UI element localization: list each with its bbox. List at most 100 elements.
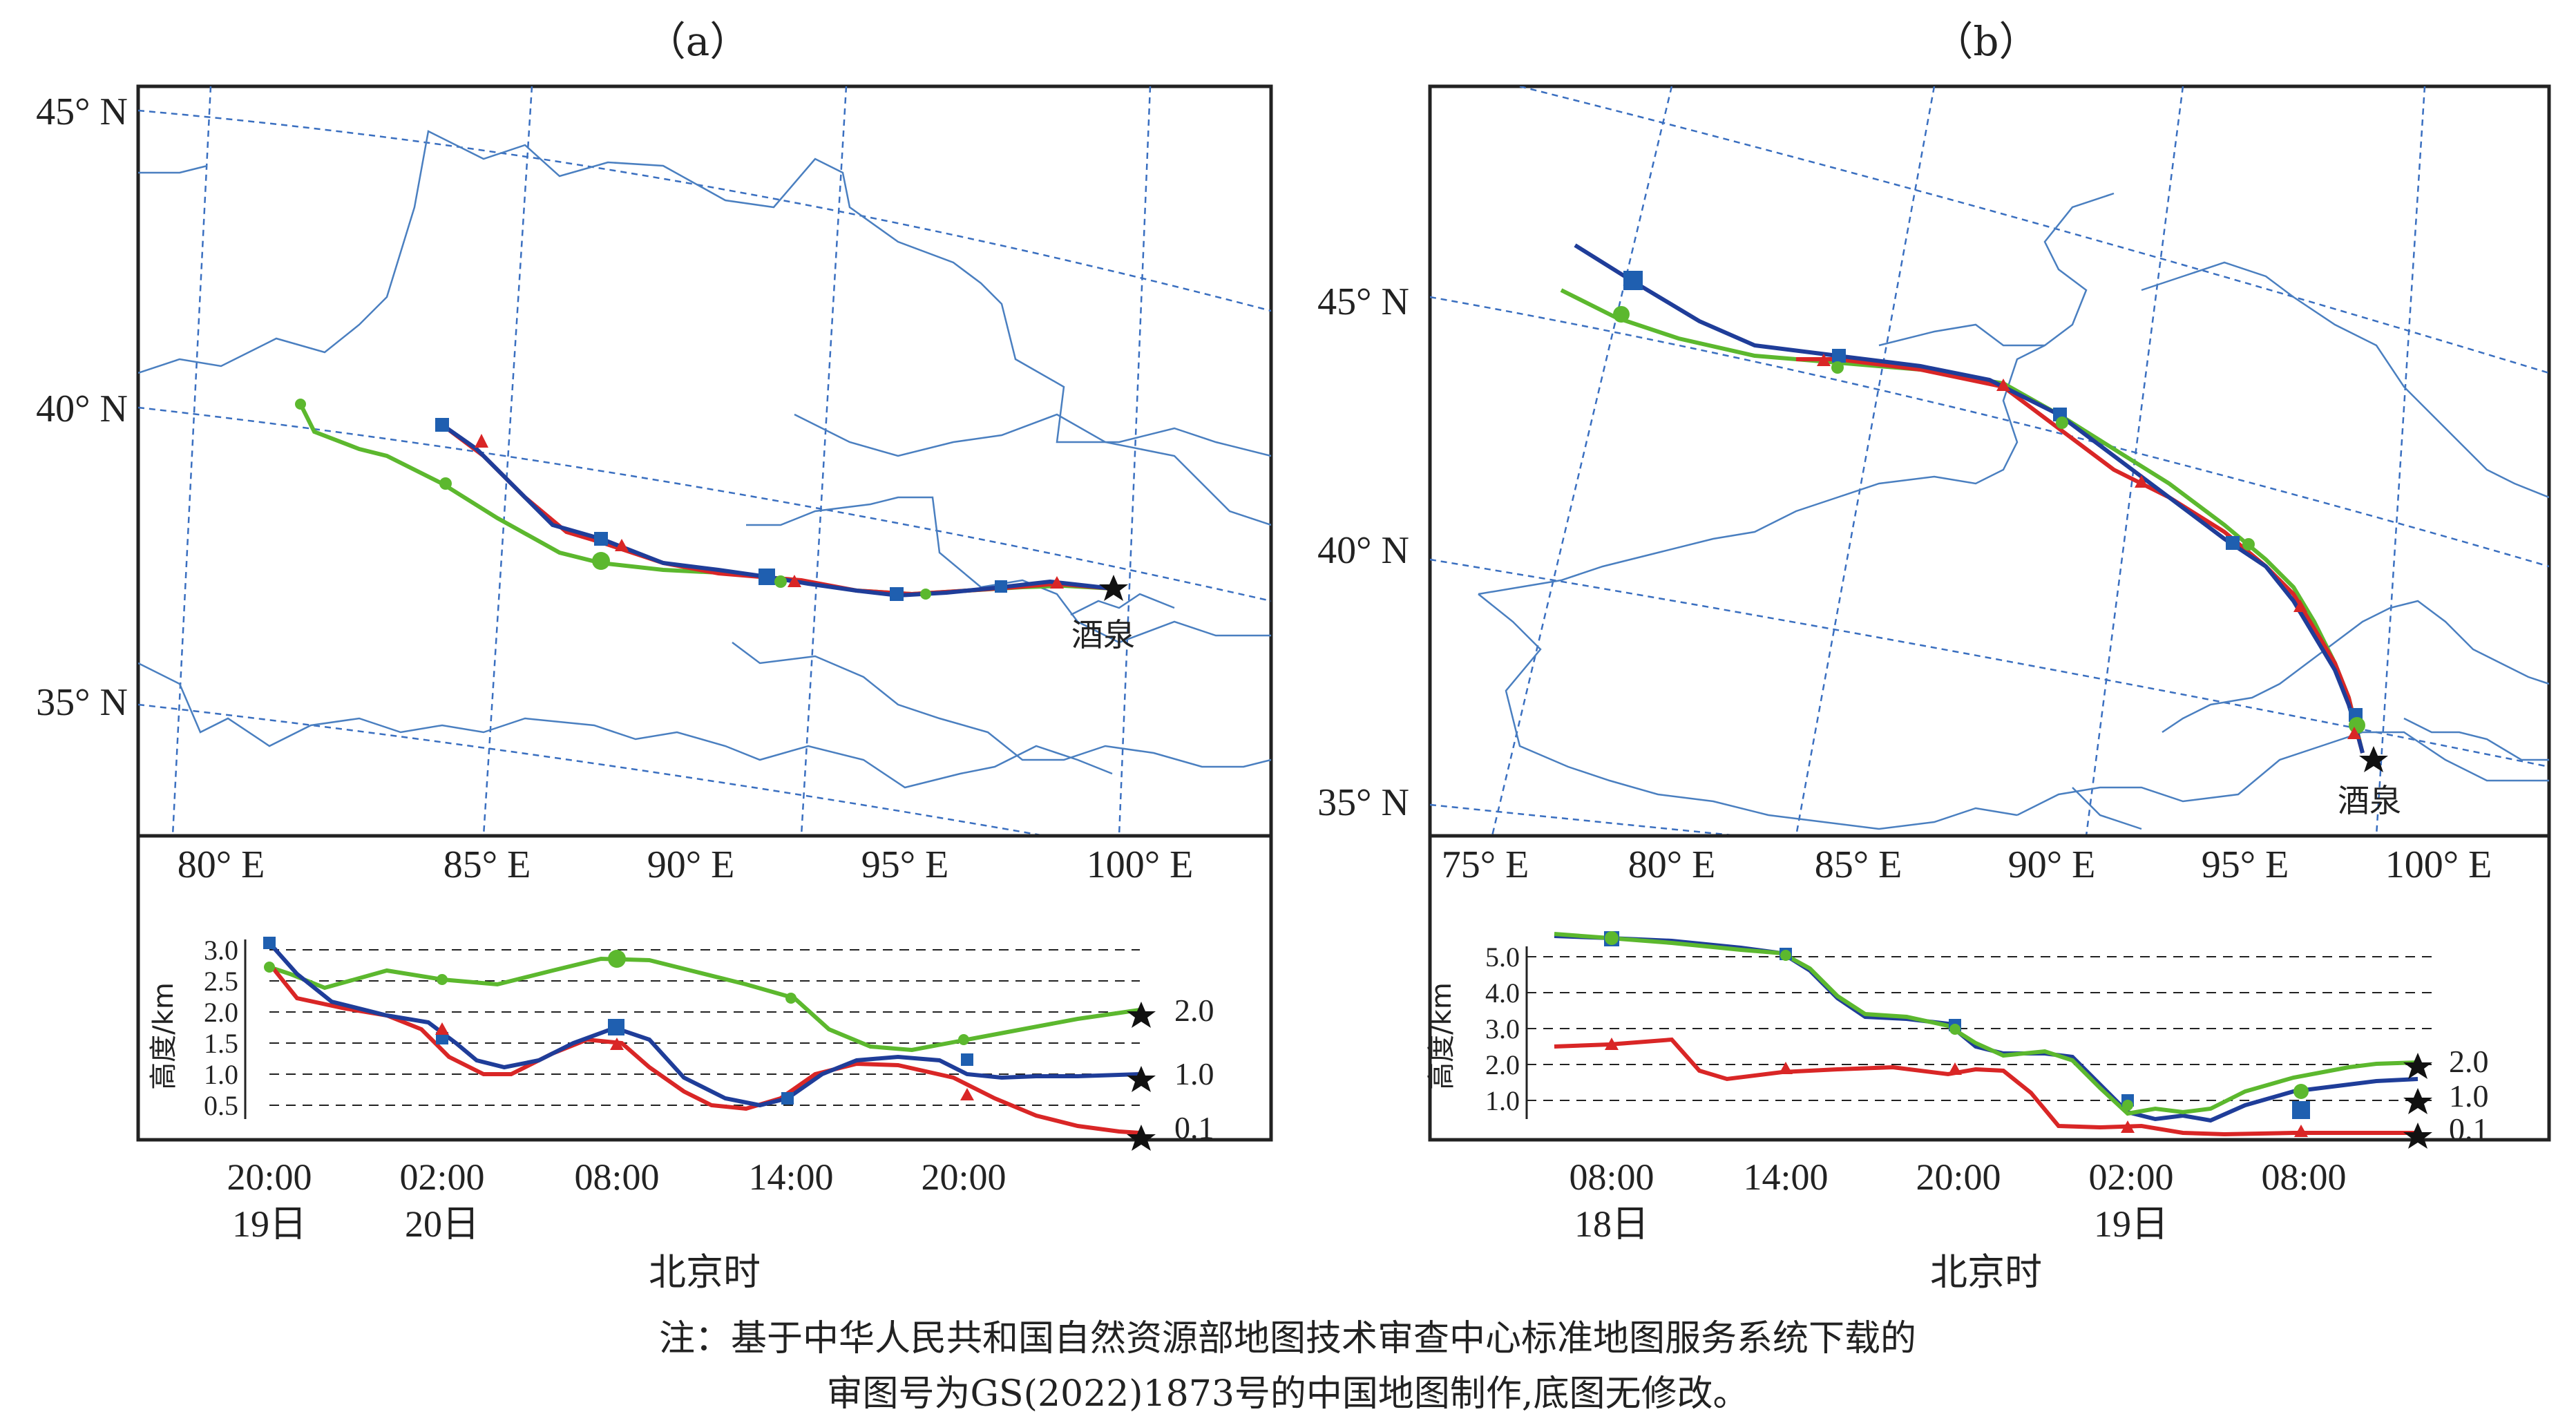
border-line <box>794 413 1271 526</box>
jiuquan-star-icon <box>2359 746 2388 772</box>
marker-triangle <box>1948 1062 1962 1075</box>
border-line <box>2403 717 2549 761</box>
height-curve-1000m <box>267 942 1141 1108</box>
marker-triangle <box>2121 1120 2135 1133</box>
panel-a-time: 08:00 <box>574 1156 659 1198</box>
marker-square <box>1623 271 1643 290</box>
marker-circle <box>295 399 306 410</box>
marker-circle <box>2349 717 2365 734</box>
border-line <box>1478 593 2018 830</box>
panel-a-lat-35: 35° N <box>36 681 128 724</box>
height-curve-2000m <box>269 956 1141 1053</box>
border-line <box>1478 192 2115 595</box>
panel-b-lon-95: 95° E <box>2202 843 2289 886</box>
panel-a-end-label-1000: 1.0 <box>1174 1056 1214 1091</box>
graticule-lon <box>1491 86 1673 836</box>
marker-circle <box>2293 1084 2309 1099</box>
height-curve-100m <box>1554 1037 2418 1137</box>
marker-square <box>594 532 608 546</box>
panel-a-lon-100: 100° E <box>1087 843 1194 886</box>
end-star-icon <box>1127 1125 1156 1151</box>
marker-circle <box>437 974 448 985</box>
note-line-2: 审图号为GS(2022)1873号的中国地图制作,底图无修改。 <box>827 1373 1749 1415</box>
panel-a-ytick: 1.5 <box>204 1028 238 1059</box>
marker-circle <box>2122 1100 2133 1111</box>
marker-square <box>995 580 1007 593</box>
border-line <box>138 662 1113 789</box>
marker-triangle <box>1605 1038 1619 1050</box>
height-curve-2000m <box>1554 932 2418 1116</box>
marker-square <box>435 418 449 432</box>
marker-circle <box>1831 361 1844 374</box>
marker-square <box>759 569 775 585</box>
panel-b-ytick: 2.0 <box>1485 1049 1520 1080</box>
panel-a-day: 20日 <box>405 1203 479 1245</box>
border-line <box>2072 787 2142 830</box>
panel-a-day: 19日 <box>232 1203 307 1245</box>
graticule-lat <box>1519 86 2549 374</box>
panel-a-lon-90: 90° E <box>647 843 735 886</box>
panel-a-time: 02:00 <box>399 1156 484 1198</box>
marker-circle <box>264 962 275 973</box>
panel-b-map: 酒泉 45° N 40° N 35° N 75° E 80° E 85° E 9… <box>1317 84 2551 886</box>
panel-a-ytick: 2.5 <box>204 966 238 997</box>
marker-square <box>608 1019 624 1035</box>
panel-b-time: 20:00 <box>1916 1156 2001 1198</box>
end-star-icon <box>2403 1088 2432 1114</box>
marker-triangle <box>2293 600 2307 612</box>
panel-a-ytick: 0.5 <box>204 1090 238 1121</box>
panel-b-lon-75: 75° E <box>1442 843 1529 886</box>
border-line <box>1878 323 2045 347</box>
marker-triangle <box>2347 727 2361 739</box>
border-line <box>138 164 208 174</box>
height-curve-100m <box>267 962 1141 1135</box>
panel-b-height-frame <box>1428 834 2551 1142</box>
panel-b-title: （b） <box>1933 18 2039 65</box>
graticule-lat <box>138 703 1050 836</box>
marker-square <box>2292 1101 2310 1119</box>
panel-a-ytick: 3.0 <box>204 935 238 966</box>
marker-triangle <box>2135 475 2148 488</box>
marker-circle <box>785 993 796 1004</box>
marker-triangle <box>615 539 629 551</box>
border-line <box>1070 593 1175 616</box>
panel-a-ytick: 2.0 <box>204 997 238 1028</box>
panel-b-lat-45: 45° N <box>1317 280 1409 323</box>
panel-a-end-label-2000: 2.0 <box>1174 993 1214 1028</box>
marker-triangle <box>960 1088 974 1100</box>
marker-triangle <box>1779 1062 1793 1074</box>
marker-circle <box>592 552 610 570</box>
marker-triangle <box>435 1022 449 1035</box>
panel-a-lat-40: 40° N <box>36 388 128 430</box>
border-line <box>2162 600 2549 734</box>
graticule-lat <box>1430 803 1748 836</box>
panel-b-place-label: 酒泉 <box>2338 782 2401 819</box>
panel-b-lon-90: 90° E <box>2008 843 2096 886</box>
panel-b-map-frame <box>1428 84 2551 838</box>
marker-square <box>2226 536 2240 550</box>
marker-square <box>1832 349 1846 363</box>
marker-triangle <box>610 1038 624 1050</box>
panel-a-time: 20:00 <box>227 1156 312 1198</box>
note-line-1: 注：基于中华人民共和国自然资源部地图技术审查中心标准地图服务系统下载的 <box>659 1318 1916 1359</box>
border-line <box>138 130 1271 457</box>
panel-a-lon-85: 85° E <box>443 843 531 886</box>
panel-b-lon-80: 80° E <box>1628 843 1716 886</box>
graticule-lon <box>171 86 212 836</box>
panel-b: （b） <box>1317 18 2551 1293</box>
marker-circle <box>1949 1024 1960 1035</box>
panel-a-height-frame <box>136 834 1273 1142</box>
panel-b-ytick: 5.0 <box>1485 942 1520 973</box>
panel-a-end-label-100: 0.1 <box>1174 1110 1214 1145</box>
panel-a-ylabel: 高度/km <box>148 982 180 1090</box>
panel-b-lon-85: 85° E <box>1815 843 1902 886</box>
panel-b-ylabel: 高度/km <box>1426 982 1458 1090</box>
end-star-icon <box>1127 1066 1156 1092</box>
marker-triangle <box>1817 354 1831 366</box>
marker-square <box>890 587 904 601</box>
marker-circle <box>1613 306 1630 323</box>
graticule-lat <box>1430 558 2549 768</box>
end-star-icon <box>2403 1123 2432 1149</box>
panel-b-ytick: 1.0 <box>1485 1085 1520 1116</box>
